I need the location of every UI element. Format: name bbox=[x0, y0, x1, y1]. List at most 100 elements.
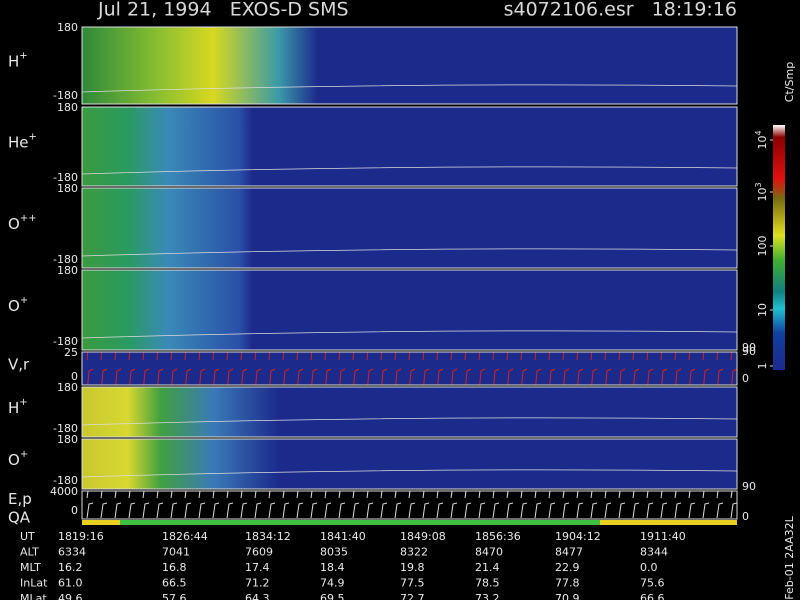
footer-value: 64.3 bbox=[245, 592, 270, 600]
panel-label: QA bbox=[8, 509, 31, 527]
footer-row-label: MLT bbox=[20, 561, 41, 574]
y2-tick-label: 90 bbox=[742, 345, 756, 358]
colorbar-tick-sup: 4 bbox=[754, 130, 763, 135]
panel-label: H+ bbox=[8, 397, 28, 417]
y-tick-label: 180 bbox=[57, 101, 78, 114]
y-tick-label: 0 bbox=[71, 504, 78, 517]
panel bbox=[81, 106, 738, 187]
panel-label-sup: + bbox=[29, 132, 37, 143]
footer-value: 72.7 bbox=[400, 592, 425, 600]
panel-label-sup: + bbox=[20, 449, 28, 460]
qa-bar bbox=[120, 520, 600, 525]
footer-value: 0.0 bbox=[640, 561, 658, 574]
footer-value: 1819:16 bbox=[58, 530, 104, 543]
panel-label: He+ bbox=[8, 132, 37, 152]
footer-value: 71.2 bbox=[245, 577, 270, 590]
footer-value: 57.6 bbox=[162, 592, 187, 600]
footer-value: 61.0 bbox=[58, 577, 83, 590]
panel bbox=[81, 438, 738, 490]
y-tick-label: -180 bbox=[53, 253, 78, 266]
y-tick-label: 25 bbox=[64, 346, 78, 359]
panel bbox=[81, 269, 738, 351]
footer-value: 7041 bbox=[162, 546, 190, 559]
trace bbox=[81, 330, 738, 339]
trace bbox=[81, 469, 738, 478]
y-tick-label: 180 bbox=[57, 433, 78, 446]
footer-value: 1849:08 bbox=[400, 530, 446, 543]
panel bbox=[81, 490, 738, 520]
panel-label-text: O bbox=[8, 215, 20, 233]
footer-value: 75.6 bbox=[640, 577, 665, 590]
footer-value: 8322 bbox=[400, 546, 428, 559]
footer-value: 66.5 bbox=[162, 577, 187, 590]
y-tick-label: 180 bbox=[57, 381, 78, 394]
footer-value: 78.5 bbox=[475, 577, 500, 590]
y-tick-label: -180 bbox=[53, 474, 78, 487]
y-tick-label: 180 bbox=[57, 182, 78, 195]
footer-row-label: InLat bbox=[20, 577, 48, 590]
panel-label-text: V,r bbox=[8, 355, 30, 373]
colorbar-tick-label: 100 bbox=[756, 236, 769, 257]
colorbar bbox=[773, 125, 785, 370]
y-tick-label: -180 bbox=[53, 422, 78, 435]
y-tick-label: 180 bbox=[57, 264, 78, 277]
footer-row-label: MLat bbox=[20, 592, 47, 600]
panel-label: E,p bbox=[8, 490, 32, 508]
colorbar-tick-label: 103 bbox=[754, 182, 770, 201]
footer-value: 49.6 bbox=[58, 592, 83, 600]
y-tick-label: -180 bbox=[53, 89, 78, 102]
colorbar-tick-base: 100 bbox=[756, 236, 769, 257]
panel bbox=[81, 26, 738, 105]
footer-value: 7609 bbox=[245, 546, 273, 559]
footer-value: 69.5 bbox=[320, 592, 345, 600]
colorbar-tick-label: 1 bbox=[756, 363, 769, 370]
y-tick-label: -180 bbox=[53, 171, 78, 184]
panel-label-sup: + bbox=[19, 51, 27, 62]
colorbar-tick-base: 10 bbox=[756, 303, 769, 317]
panel-label-sup: ++ bbox=[20, 213, 37, 224]
panel bbox=[81, 386, 738, 438]
panel-label: H+ bbox=[8, 51, 28, 71]
footer-value: 19.8 bbox=[400, 561, 425, 574]
trace bbox=[81, 248, 738, 257]
y-tick-label: 180 bbox=[57, 21, 78, 34]
trace bbox=[81, 166, 738, 175]
panel-label: O++ bbox=[8, 213, 37, 233]
trace bbox=[81, 84, 738, 93]
footer-value: 6334 bbox=[58, 546, 86, 559]
panel-label-sup: + bbox=[19, 397, 27, 408]
header-file: s4072106.esr 18:19:16 bbox=[504, 0, 737, 21]
footer-value: 70.9 bbox=[555, 592, 580, 600]
trace bbox=[81, 417, 738, 426]
footer-value: 73.2 bbox=[475, 592, 500, 600]
footer-row-label: ALT bbox=[20, 546, 39, 559]
footer-value: 1826:44 bbox=[162, 530, 208, 543]
footer-value: 66.6 bbox=[640, 592, 665, 600]
y2-tick-label: 0 bbox=[742, 372, 749, 385]
header-title: Jul 21, 1994 EXOS-D SMS bbox=[97, 0, 349, 21]
y2-tick-label: 90 bbox=[742, 341, 756, 354]
footer-value: 8344 bbox=[640, 546, 668, 559]
footer-value: 77.8 bbox=[555, 577, 580, 590]
panel-label-text: He bbox=[8, 133, 29, 151]
footer-value: 1834:12 bbox=[245, 530, 291, 543]
panel bbox=[81, 187, 738, 269]
footer-value: 77.5 bbox=[400, 577, 425, 590]
y2-tick-label: 90 bbox=[742, 480, 756, 493]
y-tick-label: -180 bbox=[53, 335, 78, 348]
footer-value: 8477 bbox=[555, 546, 583, 559]
footer-value: 21.4 bbox=[475, 561, 500, 574]
footer-value: 16.8 bbox=[162, 561, 187, 574]
colorbar-tick-base: 10 bbox=[756, 188, 769, 202]
y2-tick-label: 0 bbox=[742, 510, 749, 523]
footer-note: Feb-01 2AA32L bbox=[783, 515, 796, 599]
footer-value: 16.2 bbox=[58, 561, 83, 574]
footer-value: 1904:12 bbox=[555, 530, 601, 543]
panel-label-text: H bbox=[8, 399, 19, 417]
y-tick-label: 4000 bbox=[50, 485, 78, 498]
y-tick-label: 0 bbox=[71, 370, 78, 383]
footer-value: 18.4 bbox=[320, 561, 345, 574]
footer-value: 74.9 bbox=[320, 577, 345, 590]
footer-value: 1856:36 bbox=[475, 530, 521, 543]
